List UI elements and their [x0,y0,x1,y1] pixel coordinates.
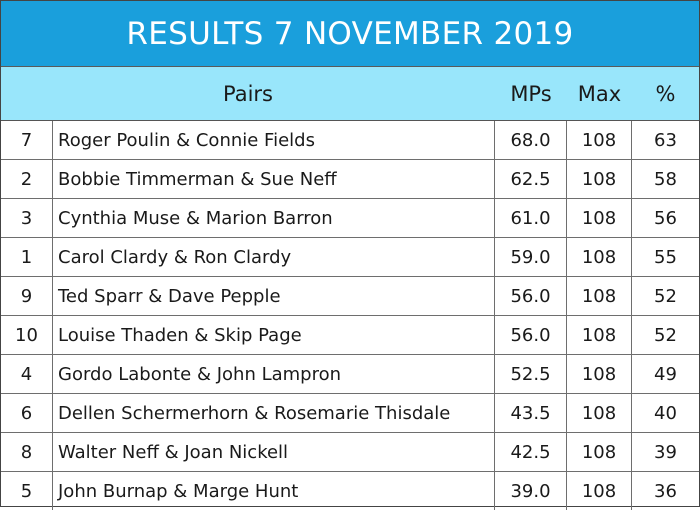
table-row: 9 Ted Sparr & Dave Pepple 56.0 108 52 [1,277,699,316]
pair-number: 7 [1,121,53,159]
pair-mps: 39.0 [495,472,567,510]
pair-number: 4 [1,355,53,393]
pair-names: Gordo Labonte & John Lampron [53,355,495,393]
header-mps: MPs [510,81,552,106]
pair-percent: 49 [654,363,677,385]
pair-percent: 52 [654,324,677,346]
pair-mps: 68.0 [495,121,567,159]
table-row: 3 Cynthia Muse & Marion Barron 61.0 108 … [1,199,699,238]
pair-names: Cynthia Muse & Marion Barron [53,199,495,237]
pair-names: Carol Clardy & Ron Clardy [53,238,495,276]
pair-mps: 61.0 [495,199,567,237]
pair-names: Louise Thaden & Skip Page [53,316,495,354]
pair-mps: 43.5 [495,394,567,432]
table-row: 1 Carol Clardy & Ron Clardy 59.0 108 55 [1,238,699,277]
pair-names: John Burnap & Marge Hunt [53,472,495,510]
pair-max: 108 [567,433,632,471]
pair-mps: 56.0 [495,277,567,315]
table-row: 10 Louise Thaden & Skip Page 56.0 108 52 [1,316,699,355]
pair-number: 5 [1,472,53,510]
pair-max: 108 [567,238,632,276]
pair-number: 3 [1,199,53,237]
table-header: Pairs MPs Max % [1,67,699,121]
pair-percent: 36 [654,480,677,502]
pair-percent: 63 [654,129,677,151]
header-pairs: Pairs [223,81,273,106]
pair-number: 1 [1,238,53,276]
pair-percent: 55 [654,246,677,268]
pair-number: 2 [1,160,53,198]
pair-number: 10 [1,316,53,354]
pair-names: Ted Sparr & Dave Pepple [53,277,495,315]
pair-max: 108 [567,316,632,354]
pair-percent: 52 [654,285,677,307]
table-body: 7 Roger Poulin & Connie Fields 68.0 10 8 … [1,121,699,510]
table-row: 4 Gordo Labonte & John Lampron 52.5 108 … [1,355,699,394]
pair-number: 6 [1,394,53,432]
pair-max: 108 [567,394,632,432]
header-percent: % [655,81,676,106]
pair-max: 108 [567,121,632,159]
table-row: 5 John Burnap & Marge Hunt 39.0 108 36 [1,472,699,510]
table-row: 6 Dellen Schermerhorn & Rosemarie Thisda… [1,394,699,433]
pair-number: 8 [1,433,53,471]
pair-mps: 59.0 [495,238,567,276]
header-max: Max [577,81,622,106]
table-row: 2 Bobbie Timmerman & Sue Neff 62.5 108 5… [1,160,699,199]
pair-number: 9 [1,277,53,315]
pair-names: Bobbie Timmerman & Sue Neff [53,160,495,198]
pair-mps: 62.5 [495,160,567,198]
pair-names: Walter Neff & Joan Nickell [53,433,495,471]
pair-names: Dellen Schermerhorn & Rosemarie Thisdale [53,394,495,432]
page-title: RESULTS 7 NOVEMBER 2019 [1,1,699,67]
pair-max: 108 [567,277,632,315]
pair-max: 108 [567,160,632,198]
pair-mps: 42.5 [495,433,567,471]
pair-max: 108 [567,472,632,510]
pair-percent: 39 [654,441,677,463]
pair-mps: 52.5 [495,355,567,393]
table-row: 7 Roger Poulin & Connie Fields 68.0 108 … [1,121,699,160]
pair-mps: 56.0 [495,316,567,354]
pair-max: 108 [567,199,632,237]
pair-max: 108 [567,355,632,393]
pair-percent: 58 [654,168,677,190]
table-row: 8 Walter Neff & Joan Nickell 42.5 108 39 [1,433,699,472]
pair-names: Roger Poulin & Connie Fields [53,121,495,159]
pair-percent: 40 [654,402,677,424]
pair-percent: 56 [654,207,677,229]
